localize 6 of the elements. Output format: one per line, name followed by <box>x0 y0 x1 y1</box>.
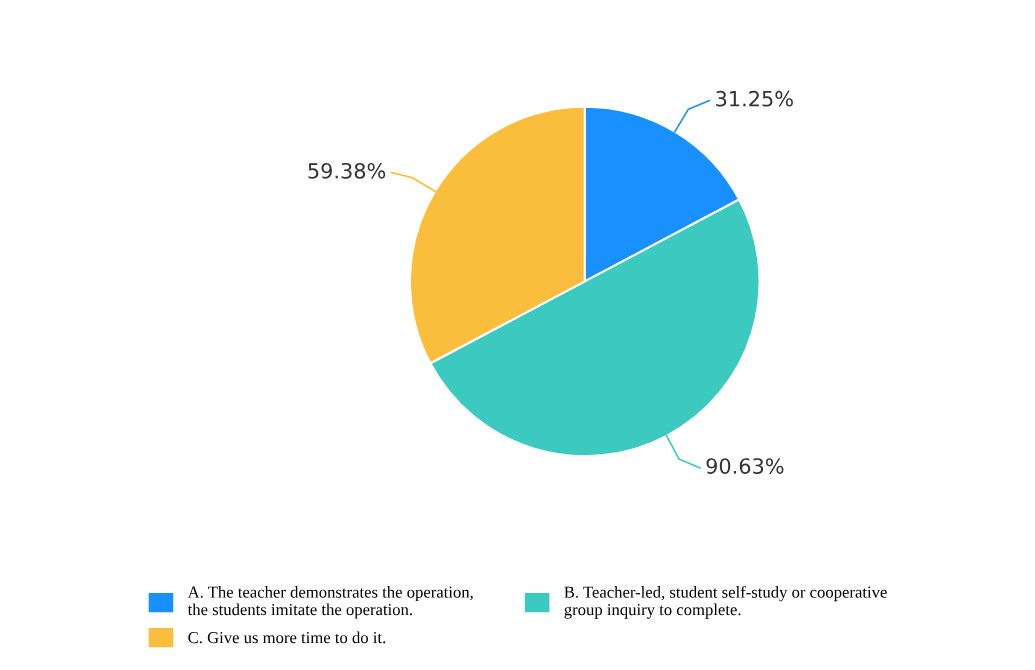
legend-label: B. Teacher-led, student self-study or cooperative group inquiry to complete. <box>564 585 887 619</box>
data-label: 90.63% <box>706 458 784 474</box>
legend-label: C. Give us more time to do it. <box>188 631 386 644</box>
legend-label: A. The teacher demonstrates the operation, the students imitate the operation. <box>187 586 473 619</box>
data-label: 31.25% <box>716 90 793 107</box>
data-label: 59.38% <box>308 162 386 179</box>
